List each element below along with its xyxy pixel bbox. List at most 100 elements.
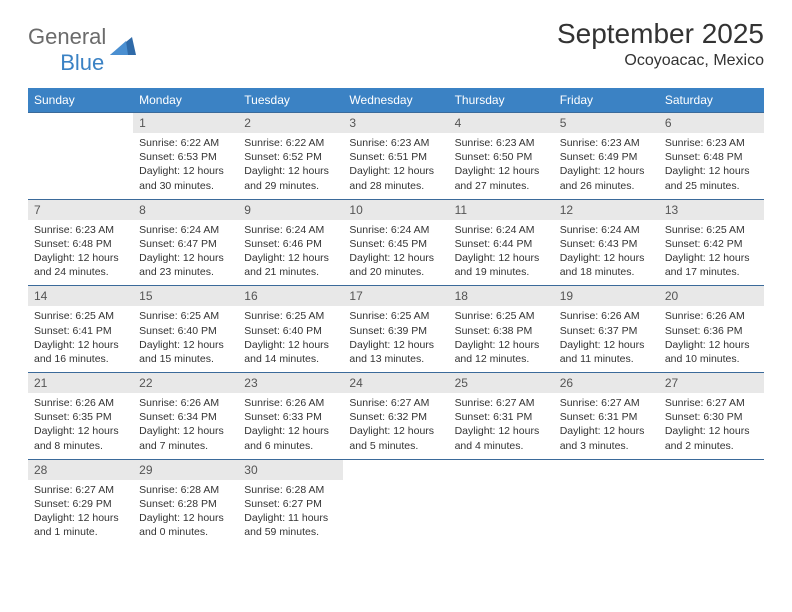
day-line: Daylight: 12 hours bbox=[349, 164, 442, 178]
day-line: Sunrise: 6:28 AM bbox=[139, 483, 232, 497]
day-line: and 14 minutes. bbox=[244, 352, 337, 366]
day-number: 19 bbox=[554, 286, 659, 306]
day-number: 1 bbox=[133, 113, 238, 133]
day-body: Sunrise: 6:24 AMSunset: 6:44 PMDaylight:… bbox=[449, 220, 554, 286]
day-body: Sunrise: 6:26 AMSunset: 6:34 PMDaylight:… bbox=[133, 393, 238, 459]
day-line: Daylight: 12 hours bbox=[139, 251, 232, 265]
day-body: Sunrise: 6:27 AMSunset: 6:29 PMDaylight:… bbox=[28, 480, 133, 546]
calendar-cell: 2Sunrise: 6:22 AMSunset: 6:52 PMDaylight… bbox=[238, 113, 343, 200]
day-line: and 5 minutes. bbox=[349, 439, 442, 453]
calendar-cell: 22Sunrise: 6:26 AMSunset: 6:34 PMDayligh… bbox=[133, 373, 238, 460]
day-line: Sunrise: 6:24 AM bbox=[560, 223, 653, 237]
day-line: Daylight: 12 hours bbox=[665, 164, 758, 178]
day-line: Sunrise: 6:26 AM bbox=[34, 396, 127, 410]
calendar-cell bbox=[554, 459, 659, 545]
calendar-cell: 11Sunrise: 6:24 AMSunset: 6:44 PMDayligh… bbox=[449, 199, 554, 286]
day-line: Sunrise: 6:25 AM bbox=[139, 309, 232, 323]
day-line: Daylight: 12 hours bbox=[455, 338, 548, 352]
day-line: Sunrise: 6:23 AM bbox=[560, 136, 653, 150]
day-line: Daylight: 12 hours bbox=[139, 164, 232, 178]
day-line: Sunrise: 6:24 AM bbox=[244, 223, 337, 237]
day-line: Sunrise: 6:27 AM bbox=[349, 396, 442, 410]
day-line: and 10 minutes. bbox=[665, 352, 758, 366]
day-body: Sunrise: 6:25 AMSunset: 6:42 PMDaylight:… bbox=[659, 220, 764, 286]
day-line: Sunset: 6:46 PM bbox=[244, 237, 337, 251]
day-line: Sunset: 6:33 PM bbox=[244, 410, 337, 424]
day-line: Sunset: 6:31 PM bbox=[560, 410, 653, 424]
day-body: Sunrise: 6:26 AMSunset: 6:35 PMDaylight:… bbox=[28, 393, 133, 459]
day-line: and 59 minutes. bbox=[244, 525, 337, 539]
calendar-cell: 29Sunrise: 6:28 AMSunset: 6:28 PMDayligh… bbox=[133, 459, 238, 545]
day-line: Daylight: 12 hours bbox=[349, 251, 442, 265]
calendar-cell: 4Sunrise: 6:23 AMSunset: 6:50 PMDaylight… bbox=[449, 113, 554, 200]
day-line: Sunset: 6:48 PM bbox=[34, 237, 127, 251]
weekday-header: Saturday bbox=[659, 88, 764, 113]
day-line: Daylight: 11 hours bbox=[244, 511, 337, 525]
day-number: 15 bbox=[133, 286, 238, 306]
day-line: Daylight: 12 hours bbox=[665, 338, 758, 352]
day-body: Sunrise: 6:28 AMSunset: 6:27 PMDaylight:… bbox=[238, 480, 343, 546]
day-line: Sunset: 6:36 PM bbox=[665, 324, 758, 338]
day-line: Daylight: 12 hours bbox=[560, 424, 653, 438]
day-line: Sunrise: 6:25 AM bbox=[455, 309, 548, 323]
day-line: Sunrise: 6:25 AM bbox=[34, 309, 127, 323]
day-line: and 12 minutes. bbox=[455, 352, 548, 366]
calendar-cell: 25Sunrise: 6:27 AMSunset: 6:31 PMDayligh… bbox=[449, 373, 554, 460]
day-line: Sunrise: 6:27 AM bbox=[665, 396, 758, 410]
calendar-cell: 9Sunrise: 6:24 AMSunset: 6:46 PMDaylight… bbox=[238, 199, 343, 286]
day-line: Sunrise: 6:25 AM bbox=[349, 309, 442, 323]
calendar-cell: 20Sunrise: 6:26 AMSunset: 6:36 PMDayligh… bbox=[659, 286, 764, 373]
day-line: Sunrise: 6:23 AM bbox=[455, 136, 548, 150]
day-body: Sunrise: 6:25 AMSunset: 6:40 PMDaylight:… bbox=[133, 306, 238, 372]
day-body: Sunrise: 6:24 AMSunset: 6:46 PMDaylight:… bbox=[238, 220, 343, 286]
day-line: Sunset: 6:51 PM bbox=[349, 150, 442, 164]
day-line: Sunset: 6:45 PM bbox=[349, 237, 442, 251]
day-line: Sunset: 6:52 PM bbox=[244, 150, 337, 164]
day-line: and 26 minutes. bbox=[560, 179, 653, 193]
day-line: Daylight: 12 hours bbox=[349, 424, 442, 438]
day-body: Sunrise: 6:25 AMSunset: 6:41 PMDaylight:… bbox=[28, 306, 133, 372]
day-line: Sunrise: 6:25 AM bbox=[244, 309, 337, 323]
day-body: Sunrise: 6:23 AMSunset: 6:48 PMDaylight:… bbox=[659, 133, 764, 199]
day-number: 3 bbox=[343, 113, 448, 133]
calendar-cell: 1Sunrise: 6:22 AMSunset: 6:53 PMDaylight… bbox=[133, 113, 238, 200]
day-body: Sunrise: 6:26 AMSunset: 6:33 PMDaylight:… bbox=[238, 393, 343, 459]
day-line: Daylight: 12 hours bbox=[244, 251, 337, 265]
day-line: and 19 minutes. bbox=[455, 265, 548, 279]
day-line: Sunrise: 6:27 AM bbox=[34, 483, 127, 497]
day-line: Daylight: 12 hours bbox=[34, 338, 127, 352]
day-body: Sunrise: 6:27 AMSunset: 6:31 PMDaylight:… bbox=[554, 393, 659, 459]
logo-word-2: Blue bbox=[60, 50, 104, 75]
calendar-cell: 18Sunrise: 6:25 AMSunset: 6:38 PMDayligh… bbox=[449, 286, 554, 373]
calendar-cell: 28Sunrise: 6:27 AMSunset: 6:29 PMDayligh… bbox=[28, 459, 133, 545]
day-line: and 1 minute. bbox=[34, 525, 127, 539]
calendar-row: 21Sunrise: 6:26 AMSunset: 6:35 PMDayligh… bbox=[28, 373, 764, 460]
day-body: Sunrise: 6:25 AMSunset: 6:38 PMDaylight:… bbox=[449, 306, 554, 372]
day-line: and 6 minutes. bbox=[244, 439, 337, 453]
day-line: and 3 minutes. bbox=[560, 439, 653, 453]
day-number: 7 bbox=[28, 200, 133, 220]
day-line: Daylight: 12 hours bbox=[244, 424, 337, 438]
day-line: and 21 minutes. bbox=[244, 265, 337, 279]
day-line: Sunset: 6:32 PM bbox=[349, 410, 442, 424]
calendar-cell: 8Sunrise: 6:24 AMSunset: 6:47 PMDaylight… bbox=[133, 199, 238, 286]
day-line: and 20 minutes. bbox=[349, 265, 442, 279]
day-line: and 2 minutes. bbox=[665, 439, 758, 453]
calendar-row: 28Sunrise: 6:27 AMSunset: 6:29 PMDayligh… bbox=[28, 459, 764, 545]
calendar-cell: 5Sunrise: 6:23 AMSunset: 6:49 PMDaylight… bbox=[554, 113, 659, 200]
day-line: Sunrise: 6:23 AM bbox=[34, 223, 127, 237]
day-line: Sunset: 6:42 PM bbox=[665, 237, 758, 251]
day-body: Sunrise: 6:25 AMSunset: 6:40 PMDaylight:… bbox=[238, 306, 343, 372]
day-line: Sunset: 6:43 PM bbox=[560, 237, 653, 251]
calendar-cell bbox=[449, 459, 554, 545]
day-line: and 18 minutes. bbox=[560, 265, 653, 279]
calendar-cell: 16Sunrise: 6:25 AMSunset: 6:40 PMDayligh… bbox=[238, 286, 343, 373]
title-block: September 2025 Ocoyoacac, Mexico bbox=[557, 18, 764, 70]
day-line: Sunset: 6:31 PM bbox=[455, 410, 548, 424]
day-line: and 11 minutes. bbox=[560, 352, 653, 366]
day-line: Daylight: 12 hours bbox=[34, 251, 127, 265]
day-line: Sunrise: 6:26 AM bbox=[665, 309, 758, 323]
calendar-cell: 19Sunrise: 6:26 AMSunset: 6:37 PMDayligh… bbox=[554, 286, 659, 373]
day-line: Daylight: 12 hours bbox=[455, 251, 548, 265]
day-line: Daylight: 12 hours bbox=[244, 164, 337, 178]
